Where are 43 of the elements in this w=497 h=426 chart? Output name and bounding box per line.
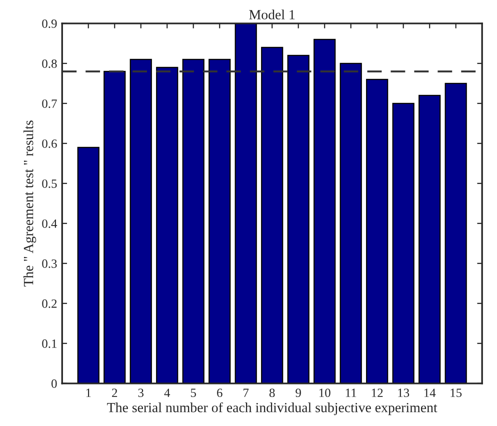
bar: [130, 58, 152, 384]
bar: [287, 54, 310, 384]
bar: [261, 46, 284, 384]
y-tick-label: 0.8: [42, 59, 57, 68]
bar: [77, 146, 100, 384]
chart-title: Model 1: [249, 10, 295, 20]
x-tick-label: 7: [244, 388, 249, 397]
x-tick-label: 9: [296, 388, 301, 398]
x-tick-label: 15: [450, 388, 462, 398]
bar: [340, 62, 362, 384]
bar: [366, 78, 388, 384]
x-tick-label: 1: [86, 388, 91, 397]
bar: [156, 66, 178, 384]
bar: [444, 82, 467, 384]
bar: [182, 58, 204, 384]
bar: [418, 94, 441, 384]
y-tick-label: 0: [51, 379, 57, 388]
x-tick-label: 14: [424, 388, 436, 397]
y-tick-label: 0.5: [42, 179, 57, 188]
x-tick-label: 3: [138, 388, 144, 398]
bar: [208, 58, 231, 384]
bar: [234, 23, 257, 384]
x-tick-label: 11: [346, 388, 356, 397]
bar: [392, 102, 414, 384]
y-tick-label: 0.7: [42, 99, 57, 108]
x-tick-label: 12: [372, 388, 383, 397]
y-tick-label: 0.6: [42, 139, 57, 148]
x-tick-label: 6: [217, 388, 222, 398]
bar: [314, 38, 336, 384]
x-tick-label: 10: [319, 388, 330, 398]
x-tick-label: 5: [190, 388, 196, 398]
y-tick-label: 0.9: [42, 19, 57, 28]
x-axis-title: The serial number of each individual subjective experiment: [107, 402, 438, 416]
x-tick-label: 2: [112, 388, 118, 397]
y-tick-label: 0.4: [42, 219, 58, 228]
bar: [104, 70, 126, 384]
y-tick-label: 0.3: [42, 259, 57, 268]
x-tick-label: 8: [269, 388, 275, 398]
x-tick-label: 4: [164, 388, 170, 397]
y-tick-label: 0.1: [42, 339, 57, 348]
x-tick-label: 13: [398, 388, 410, 398]
y-axis-title: The " Agreement test " results: [23, 120, 36, 287]
y-tick-label: 0.2: [42, 299, 57, 308]
